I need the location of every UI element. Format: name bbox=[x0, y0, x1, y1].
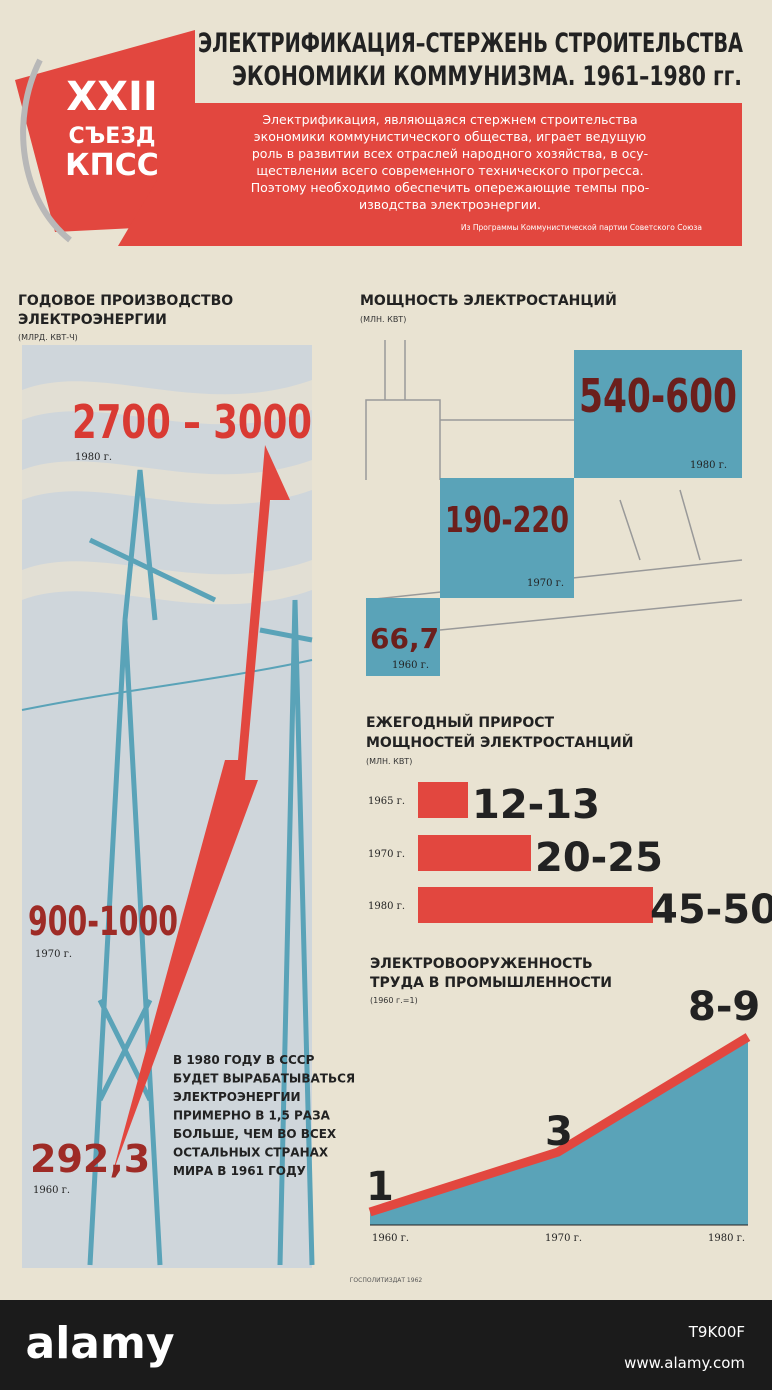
quote-source: Из Программы Коммунистической партии Сов… bbox=[461, 223, 702, 232]
value: 12-13 bbox=[472, 782, 600, 828]
towers bbox=[21, 469, 315, 1266]
year: 1960 г. bbox=[372, 1233, 409, 1244]
year: 1980 г. bbox=[368, 901, 405, 912]
quote-line: изводства электроэнергии. bbox=[359, 197, 541, 212]
value: 2700 – 3000 bbox=[72, 395, 312, 449]
title: ЭКОНОМИКИ КОММУНИЗМА. 1961–1980 гг. bbox=[232, 61, 742, 92]
year: 1970 г. bbox=[368, 849, 405, 860]
section-title: ЭЛЕКТРОВООРУЖЕННОСТЬ bbox=[370, 956, 593, 972]
value: 900-1000 bbox=[28, 899, 178, 945]
note-line: ПРИМЕРНО В 1,5 РАЗА bbox=[173, 1109, 331, 1123]
year: 1960 г. bbox=[33, 1185, 70, 1196]
year: 1980 г. bbox=[75, 452, 112, 463]
note-line: БОЛЬШЕ, ЧЕМ ВО ВСЕХ bbox=[173, 1127, 337, 1141]
watermark-band bbox=[0, 1300, 772, 1390]
year: 1965 г. bbox=[368, 796, 405, 807]
unit: (МЛРД. КВТ-Ч) bbox=[18, 333, 78, 342]
section-title: МОЩНОСТЕЙ ЭЛЕКТРОСТАНЦИЙ bbox=[366, 734, 633, 751]
year: 1970 г. bbox=[35, 949, 72, 960]
year: 1970 г. bbox=[527, 578, 564, 589]
watermark-id: T9K00F bbox=[688, 1323, 745, 1341]
box-1970 bbox=[440, 478, 574, 598]
note-line: МИРА В 1961 ГОДУ bbox=[173, 1164, 306, 1178]
unit: (МЛН. КВТ) bbox=[360, 315, 406, 324]
quote: Электрификация, являющаяся стержнем стро… bbox=[251, 112, 649, 212]
watermark-url: www.alamy.com bbox=[624, 1354, 745, 1372]
title: ЭЛЕКТРИФИКАЦИЯ–СТЕРЖЕНЬ СТРОИТЕЛЬСТВА bbox=[198, 28, 743, 59]
area bbox=[370, 1037, 748, 1225]
point-label: 8-9 bbox=[688, 984, 760, 1030]
section-title: ГОДОВОЕ ПРОИЗВОДСТВО bbox=[18, 293, 233, 309]
emblem-text: СЪЕЗД bbox=[68, 124, 155, 149]
emblem-text: XXII bbox=[66, 74, 157, 120]
unit: (1960 г.=1) bbox=[370, 996, 418, 1005]
quote-box bbox=[118, 103, 742, 246]
note-line: ОСТАЛЬНЫХ СТРАНАХ bbox=[173, 1146, 329, 1160]
value: 292,3 bbox=[30, 1137, 150, 1181]
note-line: В 1980 ГОДУ В СССР bbox=[173, 1053, 315, 1067]
quote-line: роль в развитии всех отраслей народного … bbox=[252, 146, 648, 161]
note: В 1980 ГОДУ В СССР БУДЕТ ВЫРАБАТЫВАТЬСЯ ЭЛ… bbox=[173, 1053, 355, 1178]
value: 66,7 bbox=[370, 622, 439, 655]
quote-line: Поэтому необходимо обеспечить опережающи… bbox=[251, 180, 649, 195]
watermark-brand: alamy bbox=[26, 1318, 175, 1369]
value: 45-50 bbox=[650, 887, 772, 933]
bar-1965 bbox=[418, 782, 468, 818]
bar-1980 bbox=[418, 887, 653, 923]
footer: ГОСПОЛИТИЗДАТ 1962 bbox=[350, 1277, 423, 1284]
unit: (МЛН. КВТ) bbox=[366, 757, 412, 766]
quote-line: экономики коммунистического общества, иг… bbox=[254, 129, 646, 144]
line bbox=[368, 1033, 751, 1217]
note-line: ЭЛЕКТРОЭНЕРГИИ bbox=[173, 1090, 301, 1104]
emblem-text: КПСС bbox=[65, 148, 159, 183]
note-line: БУДЕТ ВЫРАБАТЫВАТЬСЯ bbox=[173, 1072, 355, 1086]
value: 20-25 bbox=[535, 835, 663, 881]
year: 1960 г. bbox=[392, 660, 429, 671]
section-title: ТРУДА В ПРОМЫШЛЕННОСТИ bbox=[370, 975, 612, 991]
year: 1980 г. bbox=[690, 460, 727, 471]
year: 1970 г. bbox=[545, 1233, 582, 1244]
emblem-flag bbox=[15, 30, 195, 232]
year: 1980 г. bbox=[708, 1233, 745, 1244]
clouds bbox=[22, 380, 312, 605]
laurel bbox=[20, 58, 72, 243]
box-1980 bbox=[574, 350, 742, 478]
section-title: ЕЖЕГОДНЫЙ ПРИРОСТ bbox=[366, 714, 555, 731]
value: 540-600 bbox=[579, 369, 737, 423]
section-title: ЭЛЕКТРОЭНЕРГИИ bbox=[18, 312, 167, 328]
point-label: 1 bbox=[366, 1164, 394, 1210]
section-title: МОЩНОСТЬ ЭЛЕКТРОСТАНЦИЙ bbox=[360, 292, 617, 309]
quote-line: ществлении всего современного техническо… bbox=[256, 163, 643, 178]
point-label: 3 bbox=[545, 1109, 573, 1155]
quote-line: Электрификация, являющаяся стержнем стро… bbox=[262, 112, 637, 127]
box-1960 bbox=[366, 598, 440, 676]
value: 190-220 bbox=[445, 500, 569, 541]
bar-1970 bbox=[418, 835, 531, 871]
